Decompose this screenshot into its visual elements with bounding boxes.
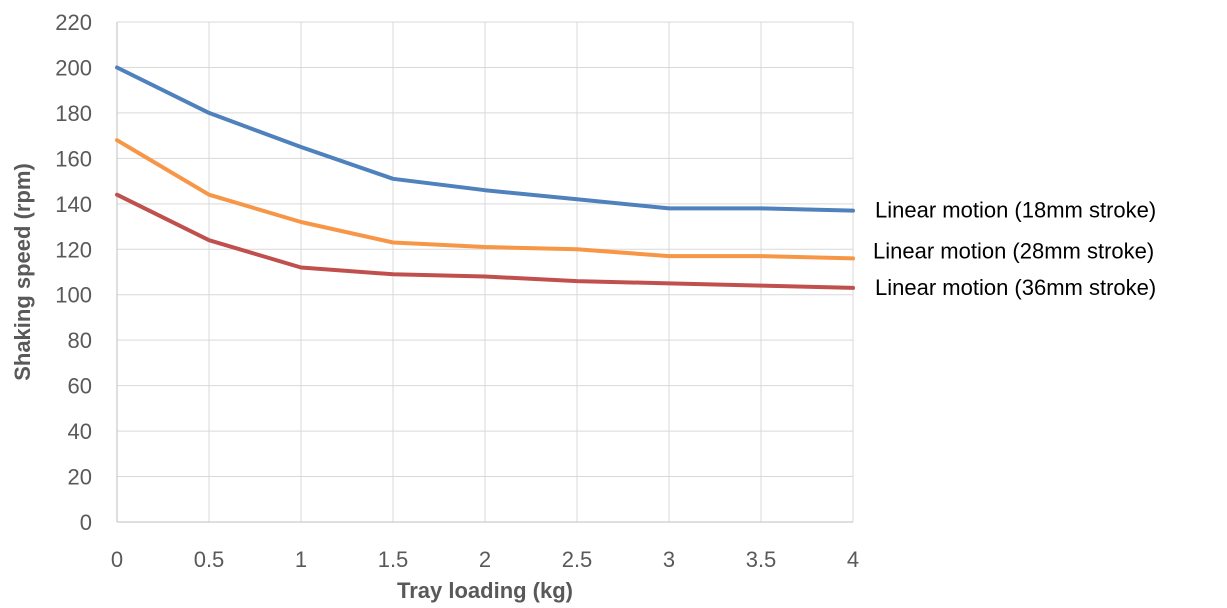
series-line-1 <box>115 65 855 213</box>
x-tick-label: 2 <box>479 547 491 572</box>
y-tick-label: 20 <box>68 465 92 490</box>
axes <box>116 22 853 523</box>
x-tick-label: 2.5 <box>562 547 593 572</box>
gridlines <box>117 21 854 522</box>
y-tick-label: 140 <box>55 192 92 217</box>
x-tick-label: 4 <box>847 547 859 572</box>
series-label-2: Linear motion (28mm stroke) <box>873 238 1154 263</box>
y-tick-label: 220 <box>55 10 92 35</box>
x-tick-label: 1.5 <box>378 547 409 572</box>
y-tick-label: 60 <box>68 374 92 399</box>
y-tick-label: 200 <box>55 55 92 80</box>
series-labels: Linear motion (18mm stroke) Linear motion… <box>873 198 1156 300</box>
y-tick-label: 80 <box>68 328 92 353</box>
y-tick-label: 40 <box>68 419 92 444</box>
y-tick-label: 100 <box>55 283 92 308</box>
series-label-1: Linear motion (18mm stroke) <box>875 198 1156 223</box>
x-tick-label: 1 <box>295 547 307 572</box>
series-line-3 <box>115 192 855 290</box>
x-tick-label: 3.5 <box>746 547 777 572</box>
y-tick-label: 160 <box>55 146 92 171</box>
y-tick-label: 180 <box>55 101 92 126</box>
x-tick-label: 0.5 <box>194 547 225 572</box>
x-tick-label: 3 <box>663 547 675 572</box>
y-tick-label: 0 <box>80 510 92 535</box>
y-axis-title: Shaking speed (rpm) <box>10 163 35 381</box>
series-line-2 <box>115 138 855 261</box>
y-tick-label: 120 <box>55 237 92 262</box>
y-tick-labels: 0 20 40 60 80 100 120 140 160 180 200 220 <box>55 10 92 535</box>
series-label-3: Linear motion (36mm stroke) <box>875 275 1156 300</box>
series-lines <box>115 65 855 290</box>
x-tick-label: 0 <box>111 547 123 572</box>
x-tick-labels: 0 0.5 1 1.5 2 2.5 3 3.5 4 <box>111 547 859 572</box>
x-axis-title: Tray loading (kg) <box>397 578 573 603</box>
